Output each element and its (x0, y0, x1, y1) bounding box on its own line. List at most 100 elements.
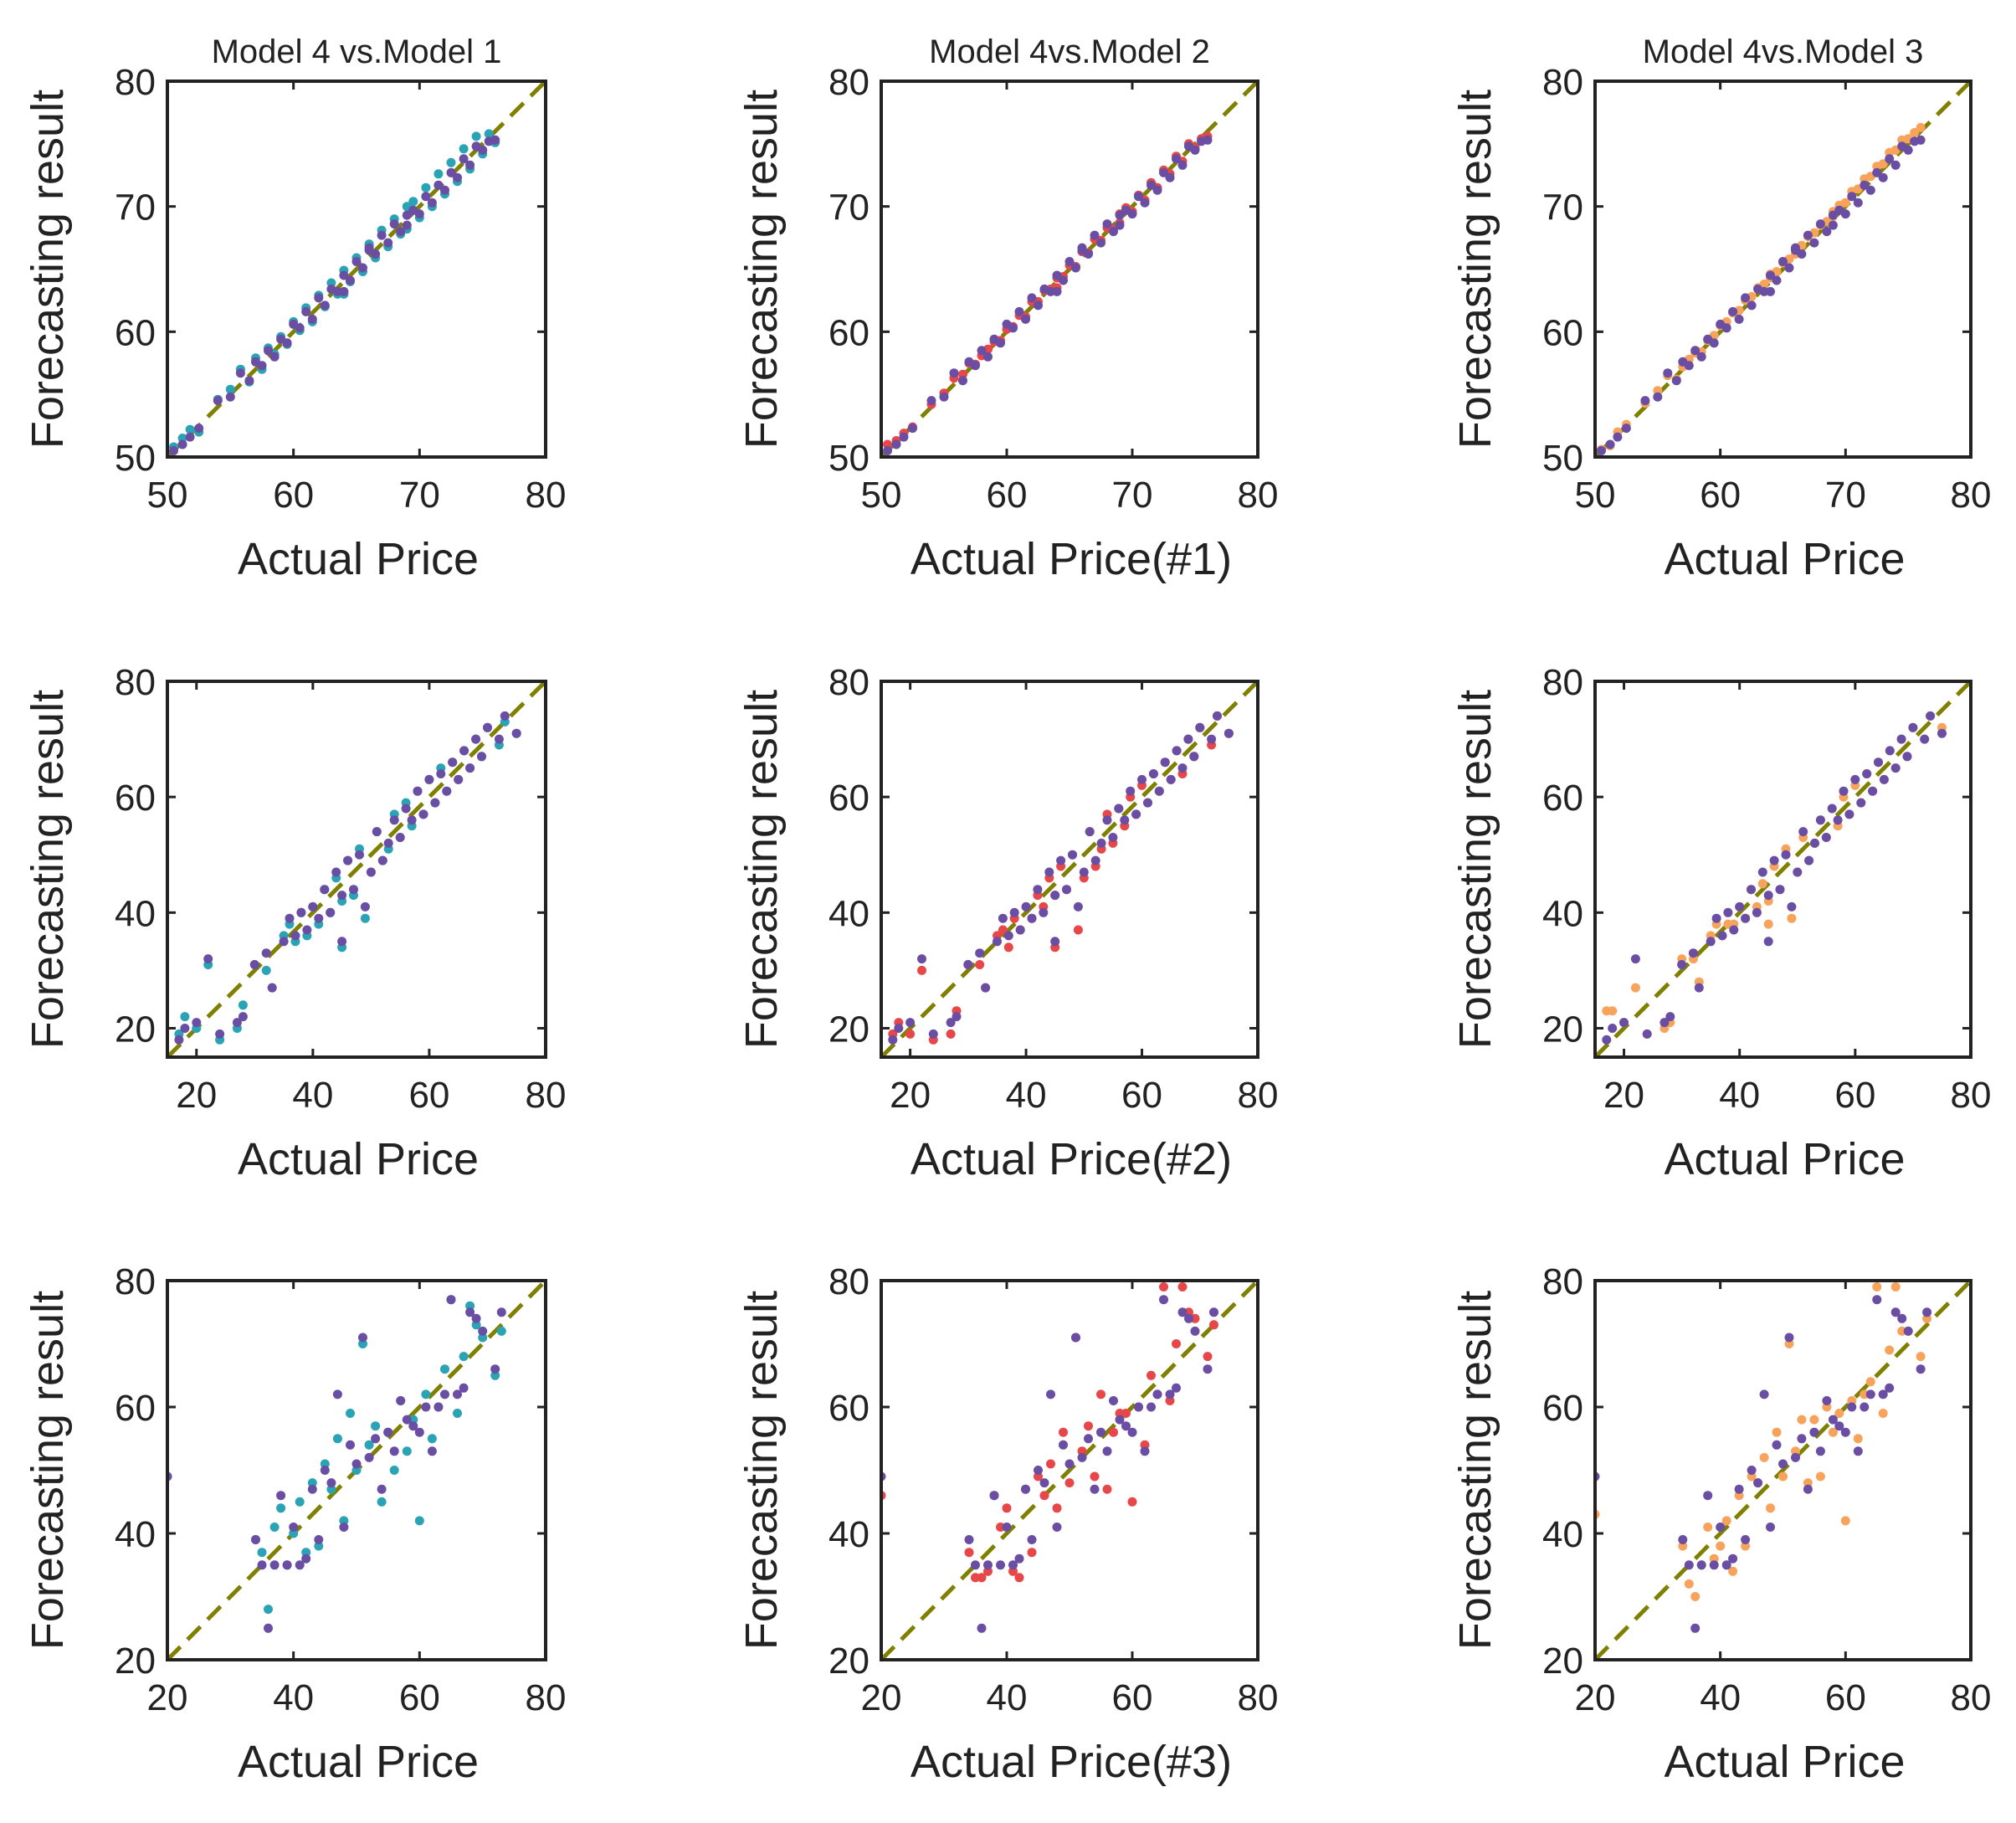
model-4-point-38 (1916, 1364, 1926, 1374)
model-1-point-19 (364, 1440, 374, 1450)
y-axis-label: Forecasting result (736, 90, 787, 449)
model-4-point-31 (1152, 1389, 1162, 1399)
model-4-point-19 (331, 867, 341, 877)
model-4-point-5 (276, 1491, 286, 1501)
y-tick-label: 80 (115, 1261, 156, 1302)
model-4-point-39 (1209, 1307, 1218, 1317)
model-4-point-35 (465, 1307, 475, 1317)
model-4-point-35 (1134, 192, 1143, 202)
model-4-point-4 (1642, 1029, 1652, 1039)
model-1-point-11 (314, 1541, 324, 1551)
x-axis-label: Actual Price (1664, 1737, 1905, 1787)
model-4-point-49 (1828, 210, 1838, 220)
model-4-point-5 (225, 392, 235, 402)
model-4-point-45 (1902, 752, 1912, 762)
model-4-point-20 (337, 937, 347, 947)
model-4-point-26 (1834, 1421, 1844, 1431)
model-4-point-20 (1050, 937, 1060, 947)
model-4-point-27 (1085, 827, 1095, 837)
axes-box (166, 680, 547, 1059)
y-tick-label: 60 (115, 778, 156, 819)
model-3-point-22 (1809, 1415, 1819, 1425)
model-4-point-2 (899, 432, 909, 442)
model-4-point-46 (483, 722, 492, 732)
x-tick-label: 40 (273, 1677, 314, 1718)
model-4-point-4 (269, 1560, 280, 1570)
y-tick-label: 20 (828, 1641, 869, 1682)
model-4-point-34 (1172, 1383, 1181, 1393)
axes-box (1593, 80, 1972, 459)
model-4-point-21 (1090, 1484, 1100, 1494)
y-tick-label: 50 (828, 438, 869, 479)
x-axis-label: Actual Price (238, 1134, 479, 1184)
model-4-point-47 (1052, 286, 1062, 296)
model-4-point-33 (1833, 815, 1843, 825)
model-4-point-15 (1008, 323, 1018, 333)
model-4-point-17 (1747, 885, 1756, 895)
y-tick-label: 60 (1542, 312, 1583, 353)
model-4-point-37 (478, 1326, 488, 1336)
model-3-point-40 (1878, 159, 1888, 169)
model-4-point-0 (1597, 446, 1606, 455)
y-tick-label: 60 (1542, 778, 1583, 819)
model-4-point-9 (971, 361, 980, 371)
axes-box (166, 1279, 547, 1661)
model-4-point-41 (1166, 774, 1176, 784)
model-2-point-13 (1039, 1491, 1049, 1501)
model-4-point-15 (308, 901, 318, 912)
model-1-point-10 (307, 1478, 317, 1488)
model-4-point-30 (1815, 815, 1825, 825)
y-axis-label: Forecasting result (23, 90, 73, 449)
model-2-point-19 (1077, 1446, 1087, 1456)
model-4-point-14 (1729, 925, 1739, 935)
model-4-point-5 (946, 1018, 956, 1028)
y-tick-label: 80 (828, 62, 869, 103)
model-4-point-44 (1183, 734, 1193, 744)
model-4-point-13 (996, 338, 1005, 348)
model-4-point-46 (1908, 722, 1918, 732)
model-4-point-11 (1696, 352, 1706, 362)
model-4-point-29 (1810, 838, 1819, 848)
model-4-point-15 (1021, 901, 1031, 912)
model-4-point-31 (396, 227, 406, 237)
model-4-point-29 (383, 238, 393, 248)
model-4-point-4 (926, 396, 936, 406)
model-3-point-8 (1721, 1516, 1731, 1526)
model-1-point-41 (459, 144, 469, 154)
model-3-point-25 (1828, 1427, 1838, 1437)
model-4-point-3 (908, 424, 917, 434)
model-4-point-9 (301, 1553, 311, 1564)
model-4-point-8 (1721, 1560, 1731, 1570)
model-4-point-19 (364, 1452, 374, 1462)
model-4-point-41 (1885, 154, 1895, 164)
model-4-point-19 (1747, 300, 1757, 311)
y-axis-label: Forecasting result (23, 1291, 73, 1650)
y-tick-label: 50 (115, 438, 156, 479)
model-4-point-5 (1653, 392, 1663, 402)
model-4-point-23 (1102, 1446, 1112, 1456)
model-4-point-36 (1850, 774, 1860, 784)
model-4-point-33 (1120, 815, 1130, 825)
model-2-point-2 (905, 1029, 916, 1039)
model-4-point-25 (1115, 1415, 1125, 1425)
model-1-point-16 (346, 1409, 355, 1418)
model-4-point-44 (478, 145, 488, 155)
model-3-point-1 (1608, 1006, 1618, 1016)
model-4-point-47 (1766, 286, 1775, 296)
model-4-point-23 (1815, 1446, 1825, 1456)
model-4-point-39 (1872, 167, 1882, 177)
x-tick-label: 40 (987, 1677, 1028, 1718)
x-tick-label: 60 (987, 475, 1028, 516)
model-4-point-10 (307, 1484, 317, 1494)
model-4-point-9 (257, 361, 267, 371)
y-tick-label: 40 (1542, 893, 1583, 934)
model-2-point-39 (1209, 1320, 1218, 1330)
model-4-point-1 (251, 1535, 260, 1544)
model-4-point-25 (1787, 901, 1797, 912)
model-4-point-40 (1878, 172, 1888, 182)
model-4-point-20 (371, 1434, 381, 1444)
model-4-point-27 (1798, 827, 1808, 837)
x-tick-label: 60 (1700, 475, 1741, 516)
axes-box (166, 80, 547, 459)
y-tick-label: 80 (1542, 1261, 1583, 1302)
